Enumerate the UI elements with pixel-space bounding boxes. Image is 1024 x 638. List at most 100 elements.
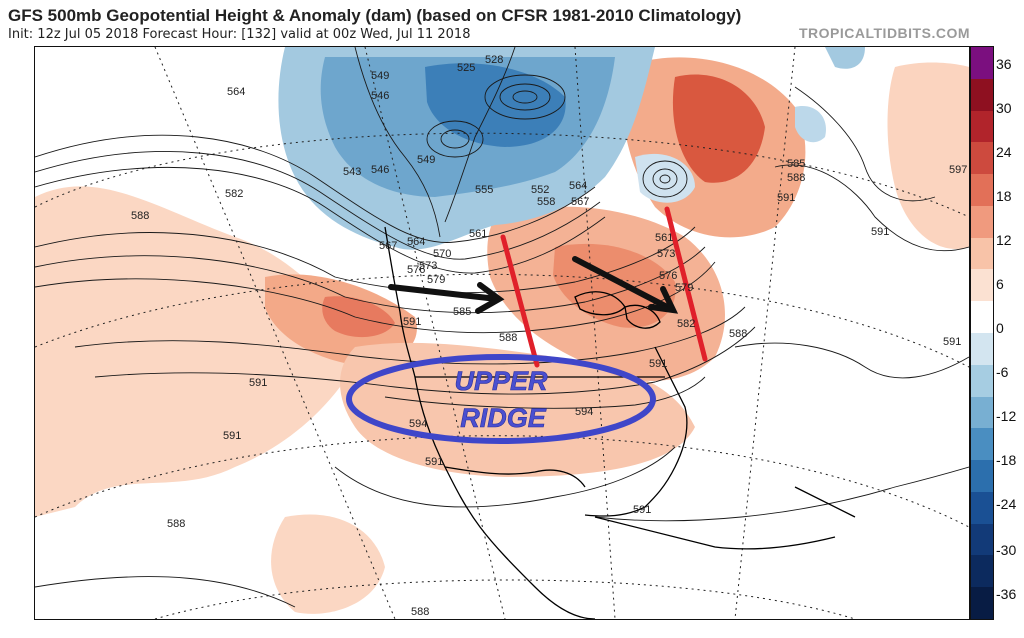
svg-text:591: 591	[425, 456, 443, 468]
map-canvas: UPPER RIDGE 564 549 546 525 528 543 546 …	[35, 47, 969, 619]
colorbar-segment	[971, 523, 993, 556]
colorbar-segment	[971, 460, 993, 493]
svg-text:552: 552	[531, 184, 549, 196]
svg-text:591: 591	[943, 336, 961, 348]
upper-ridge-label-2: RIDGE	[460, 403, 547, 433]
anomaly-colorbar	[970, 46, 994, 620]
colorbar-segment	[971, 333, 993, 366]
svg-text:567: 567	[571, 196, 589, 208]
anomaly-atlantic	[887, 62, 969, 249]
svg-text:579: 579	[427, 274, 445, 286]
colorbar-segment	[971, 110, 993, 143]
colorbar-segment	[971, 587, 993, 620]
colorbar-tick: -18	[996, 452, 1017, 468]
svg-text:573: 573	[419, 260, 437, 272]
contour-labels: 564 549 546 525 528 543 546 549 582 588 …	[131, 54, 967, 618]
svg-text:582: 582	[677, 318, 695, 330]
svg-text:546: 546	[371, 164, 389, 176]
svg-text:585: 585	[453, 306, 471, 318]
colorbar-tick: 6	[996, 276, 1004, 292]
svg-text:597: 597	[949, 164, 967, 176]
colorbar-segment	[971, 269, 993, 302]
colorbar-ticks: 36 30 24 18 12 6 0 -6 -12 -18 -24 -30 -3…	[996, 46, 1024, 618]
colorbar-tick: -6	[996, 364, 1009, 380]
colorbar-tick: -12	[996, 408, 1017, 424]
colorbar-tick: -36	[996, 586, 1017, 602]
colorbar-tick: 30	[996, 100, 1012, 116]
svg-text:585: 585	[787, 158, 805, 170]
svg-text:564: 564	[407, 236, 425, 248]
colorbar-tick: -30	[996, 542, 1017, 558]
upper-ridge-ellipse	[346, 354, 656, 444]
trough-axis-lines	[500, 206, 708, 368]
colorbar-tick: 36	[996, 56, 1012, 72]
colorbar-segment	[971, 205, 993, 239]
svg-text:564: 564	[227, 86, 245, 98]
svg-text:591: 591	[223, 430, 241, 442]
height-contours	[35, 47, 969, 608]
svg-text:576: 576	[407, 264, 425, 276]
colorbar-segment	[971, 78, 993, 112]
svg-text:594: 594	[575, 406, 593, 418]
trough-axis-east	[664, 206, 708, 362]
svg-text:528: 528	[485, 54, 503, 66]
colorbar-segment	[971, 396, 993, 429]
svg-text:591: 591	[249, 377, 267, 389]
colorbar-segment	[971, 301, 993, 334]
svg-text:588: 588	[499, 332, 517, 344]
svg-text:579: 579	[675, 282, 693, 294]
anomaly-baja	[271, 514, 385, 614]
svg-text:573: 573	[657, 248, 675, 260]
svg-text:558: 558	[537, 196, 555, 208]
map-subtitle: Init: 12z Jul 05 2018 Forecast Hour: [13…	[8, 27, 471, 42]
svg-text:564: 564	[569, 180, 587, 192]
anomaly-pacific	[35, 186, 365, 517]
map-title: GFS 500mb Geopotential Height & Anomaly …	[8, 6, 742, 25]
colorbar-tick: -24	[996, 496, 1017, 512]
graticule	[35, 47, 969, 619]
svg-text:561: 561	[469, 228, 487, 240]
brand-watermark[interactable]: TROPICALTIDBITS.COM	[798, 25, 970, 41]
colorbar-tick: 18	[996, 188, 1012, 204]
svg-text:561: 561	[655, 232, 673, 244]
svg-text:555: 555	[475, 184, 493, 196]
svg-text:567: 567	[379, 240, 397, 252]
svg-text:588: 588	[411, 606, 429, 618]
trough-axis-west	[500, 234, 540, 368]
colorbar-segment	[971, 237, 993, 270]
upper-ridge-label-1: UPPER	[454, 366, 548, 396]
colorbar-segment	[971, 174, 993, 207]
weather-map: UPPER RIDGE 564 549 546 525 528 543 546 …	[34, 46, 970, 620]
negative-anomaly-fills	[278, 47, 865, 250]
colorbar-segment	[971, 142, 993, 175]
svg-text:591: 591	[403, 316, 421, 328]
svg-text:543: 543	[343, 166, 361, 178]
arrow-west	[388, 284, 500, 302]
anomaly-pacific-core	[322, 296, 395, 338]
svg-text:591: 591	[633, 504, 651, 516]
svg-text:594: 594	[409, 418, 427, 430]
svg-text:591: 591	[649, 358, 667, 370]
colorbar-segment	[971, 47, 993, 80]
anomaly-greenland-core	[672, 74, 765, 183]
svg-text:525: 525	[457, 62, 475, 74]
trough-labrador	[825, 47, 865, 69]
arrow-east	[572, 256, 674, 312]
svg-text:576: 576	[659, 270, 677, 282]
svg-text:570: 570	[433, 248, 451, 260]
colorbar-segment	[971, 428, 993, 461]
svg-text:588: 588	[167, 518, 185, 530]
trough-baffin	[795, 106, 826, 143]
colorbar-tick: 12	[996, 232, 1012, 248]
svg-text:582: 582	[225, 188, 243, 200]
svg-text:588: 588	[729, 328, 747, 340]
svg-text:588: 588	[131, 210, 149, 222]
colorbar-segment	[971, 491, 993, 525]
colorbar-tick: 24	[996, 144, 1012, 160]
colorbar-tick: 0	[996, 320, 1004, 336]
flow-arrows	[388, 256, 679, 314]
svg-text:549: 549	[417, 154, 435, 166]
svg-text:591: 591	[777, 192, 795, 204]
svg-text:591: 591	[871, 226, 889, 238]
colorbar-segment	[971, 555, 993, 588]
